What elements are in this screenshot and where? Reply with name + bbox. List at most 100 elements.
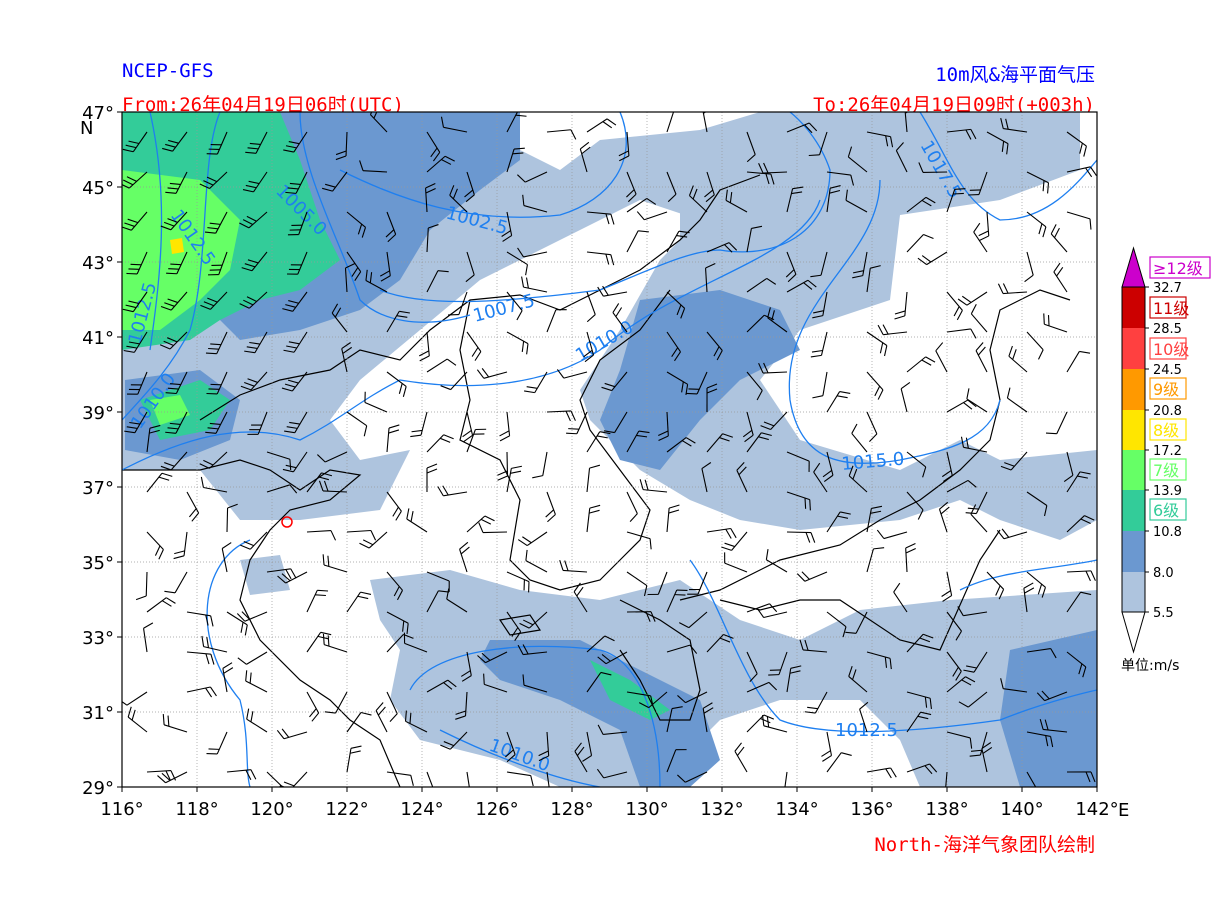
map-plot-area: 1005.0 1002.5 1007.5 1010.0 1012.5 1017.… — [122, 112, 1097, 787]
wind-barb — [282, 451, 308, 473]
wind-barb — [266, 568, 297, 580]
wind-barb — [761, 715, 788, 733]
wind-barb — [946, 399, 977, 413]
wind-barb — [746, 714, 775, 733]
wind-barb — [160, 451, 188, 471]
wind-barb — [506, 571, 530, 593]
wind-barb — [532, 451, 548, 479]
wind-barb — [239, 211, 268, 229]
wind-barb — [946, 479, 977, 493]
wind-barb — [157, 771, 188, 784]
wind-barb — [1066, 771, 1096, 783]
wind-barb — [586, 671, 612, 693]
wind-barb — [746, 277, 777, 293]
wind-barb — [810, 331, 828, 358]
wind-barb — [706, 527, 737, 539]
wind-barb — [359, 531, 388, 549]
wind-barb — [666, 371, 689, 396]
wind-barb — [978, 211, 990, 242]
wind-barb — [440, 371, 468, 391]
wind-barb — [266, 451, 292, 471]
wind-barb — [379, 251, 391, 282]
wind-barb — [900, 381, 911, 413]
wind-barb — [206, 131, 228, 155]
wind-barb — [284, 411, 308, 434]
wind-barb — [966, 388, 988, 413]
wind-barb — [579, 141, 591, 173]
wind-barb — [946, 291, 963, 321]
wind-barb — [786, 451, 810, 472]
wind-barb — [866, 265, 881, 293]
wind-barb — [986, 131, 1009, 155]
beaufort-level-box — [1149, 418, 1187, 441]
wind-barb — [426, 571, 450, 592]
wind-barb — [666, 230, 690, 253]
colorbar-segment — [1122, 490, 1145, 531]
wind-barb — [845, 611, 868, 634]
wind-barb — [236, 611, 268, 622]
location-marker[interactable] — [281, 516, 293, 528]
wind-barb — [483, 673, 508, 693]
wind-barb — [736, 462, 748, 493]
wind-barb — [813, 462, 828, 493]
wind-barb — [906, 711, 932, 733]
wind-barb — [200, 291, 228, 310]
wind-barb — [893, 582, 908, 613]
lon-tick-label: 128° — [550, 799, 593, 820]
wind-barb — [335, 131, 348, 161]
wind-barb — [1000, 451, 1028, 471]
map-frame — [121, 111, 1098, 788]
credit-label: North-海洋气象团队绘制 — [874, 834, 1095, 856]
wind-barb — [426, 771, 437, 787]
wind-barb — [386, 310, 410, 333]
wind-barb — [446, 588, 468, 613]
lon-unit-label: E — [1118, 800, 1129, 821]
wind-barb — [946, 128, 977, 140]
wind-barb — [647, 571, 668, 596]
wind-barb — [626, 197, 657, 213]
wind-barb — [946, 328, 977, 339]
wind-barb — [866, 411, 878, 443]
wind-barb — [895, 142, 908, 173]
product-title: 10m风&海平面气压 — [935, 64, 1095, 86]
wind-barb — [746, 432, 772, 453]
wind-barb — [135, 571, 148, 601]
lon-tick-label: 140° — [1000, 799, 1043, 820]
wind-barb — [582, 731, 593, 762]
wind-barb — [365, 269, 388, 293]
wind-barb — [701, 462, 712, 493]
wind-barb — [437, 485, 468, 497]
colorbar-bound-label: 32.7 — [1153, 281, 1182, 296]
wind-barb — [404, 710, 428, 733]
wind-barb — [506, 331, 529, 355]
wind-barb — [287, 211, 308, 236]
wind-barb — [626, 171, 637, 203]
wind-barb — [866, 767, 897, 779]
colorbar-unit: 单位:m/s — [1121, 658, 1179, 674]
wind-barb — [317, 451, 348, 463]
wind-barb — [706, 331, 723, 361]
wind-barb — [786, 531, 816, 543]
wind-barb — [1066, 651, 1087, 678]
beaufort-level-label: 10级 — [1153, 340, 1189, 359]
wind-barb — [666, 706, 683, 733]
wind-barb — [517, 644, 548, 656]
wind-barb — [586, 464, 601, 493]
wind-barb — [906, 234, 934, 253]
beaufort-level-box — [1149, 296, 1187, 319]
wind-barb — [757, 608, 788, 619]
wind-barb — [426, 679, 457, 693]
wind-barb — [1008, 345, 1028, 373]
wind-barb — [277, 571, 308, 584]
wind-barb — [688, 185, 708, 213]
wind-barb — [426, 358, 457, 373]
colorbar-segment — [1122, 531, 1145, 572]
wind-barb — [876, 529, 908, 540]
lon-tick-label: 136° — [850, 799, 893, 820]
wind-barb — [666, 504, 680, 533]
beaufort-level-label: 9级 — [1153, 380, 1179, 399]
wind-shading-17.2-20.8 — [170, 238, 184, 254]
wind-barb — [478, 522, 508, 534]
colorbar-bound-label: 24.5 — [1153, 363, 1182, 378]
wind-barb — [466, 515, 495, 533]
